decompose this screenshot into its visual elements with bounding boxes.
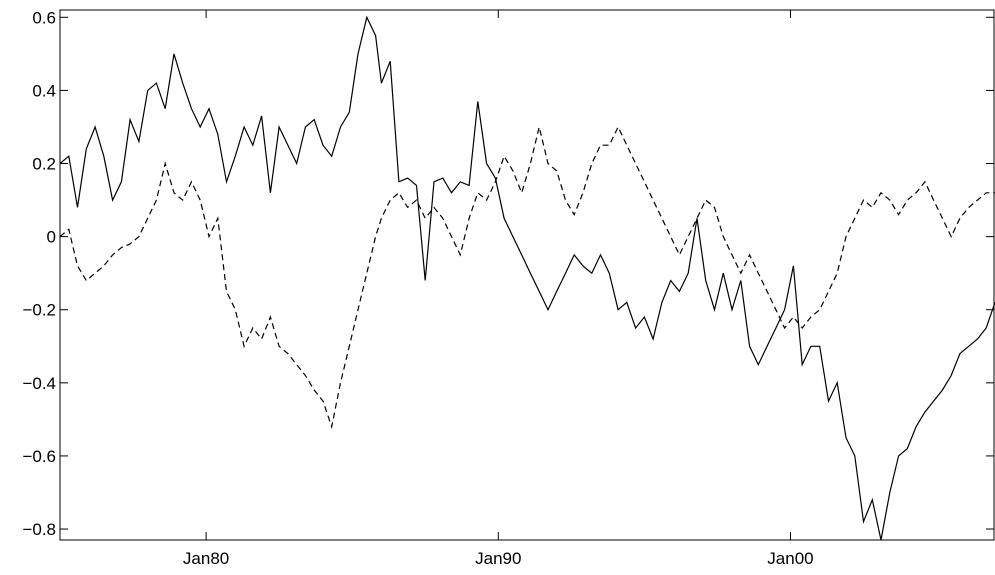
x-tick-label: Jan90 — [475, 549, 521, 568]
y-axis: 0.6 0.4 0.2 0 −0.2 −0.4 −0.6 −0.8 — [22, 8, 994, 539]
y-tick-label: −0.8 — [22, 520, 56, 539]
y-tick-label: 0.6 — [32, 8, 56, 27]
y-tick-label: 0 — [47, 228, 56, 247]
x-tick-label: Jan80 — [183, 549, 229, 568]
plot-area — [59, 9, 995, 541]
y-tick-label: −0.6 — [22, 447, 56, 466]
series-layer — [59, 15, 995, 541]
y-tick-label: 0.2 — [32, 155, 56, 174]
y-tick-label: 0.4 — [32, 81, 56, 100]
y-tick-label: −0.4 — [22, 374, 56, 393]
x-axis: Jan80 Jan90 Jan00 — [183, 10, 814, 568]
y-tick-label: −0.2 — [22, 301, 56, 320]
solid-series-line — [59, 15, 995, 541]
dashed-series-line — [59, 125, 995, 430]
x-tick-label: Jan00 — [767, 549, 813, 568]
